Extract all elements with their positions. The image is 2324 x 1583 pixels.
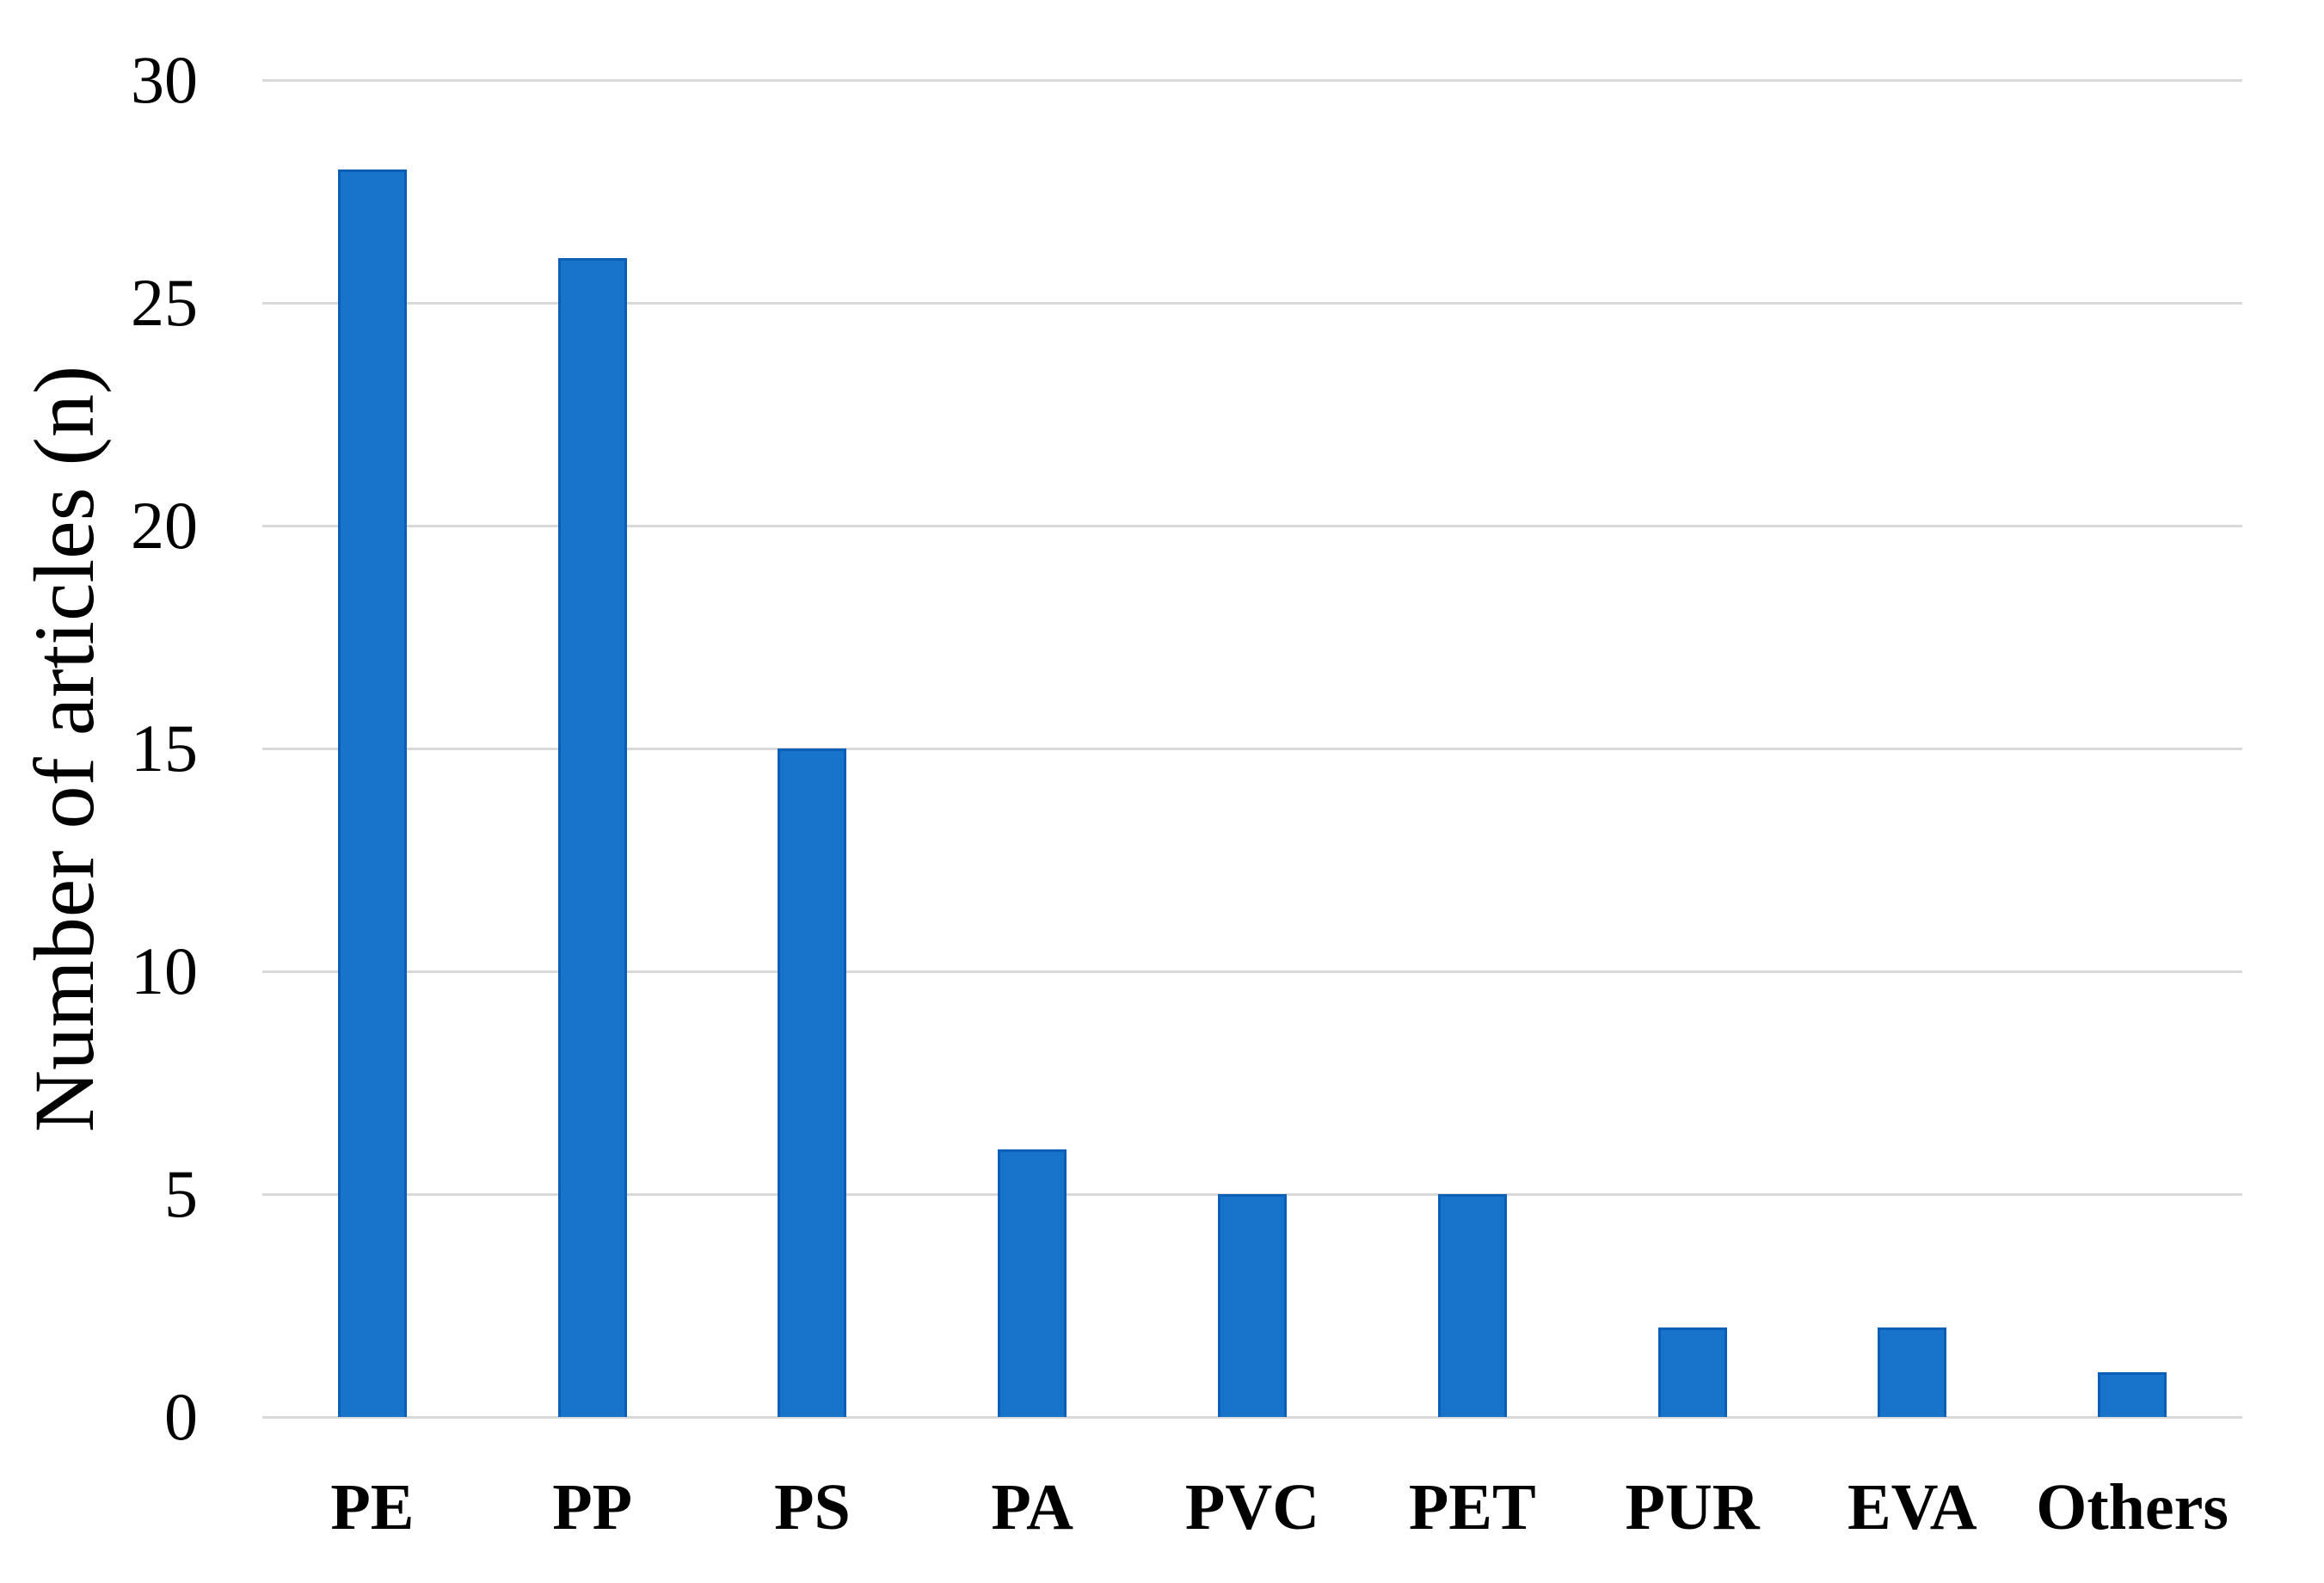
y-tick-label-15: 15 bbox=[131, 711, 198, 785]
bar-others bbox=[2098, 1372, 2167, 1417]
gridline-y-0 bbox=[262, 1415, 2242, 1419]
x-category-label-pet: PET bbox=[1408, 1471, 1536, 1543]
y-tick-label-5: 5 bbox=[164, 1156, 198, 1231]
x-category-label-ps: PS bbox=[774, 1471, 851, 1543]
bar-pe bbox=[337, 169, 407, 1417]
x-category-label-pp: PP bbox=[552, 1471, 633, 1543]
bar-pet bbox=[1437, 1194, 1507, 1417]
plot-area bbox=[262, 78, 2242, 1419]
x-category-label-others: Others bbox=[2036, 1471, 2229, 1543]
bar-pp bbox=[557, 258, 627, 1417]
bar-pa bbox=[998, 1149, 1067, 1417]
y-tick-label-25: 25 bbox=[131, 265, 198, 340]
bar-pur bbox=[1657, 1327, 1727, 1417]
y-tick-label-0: 0 bbox=[164, 1379, 198, 1454]
gridline-y-25 bbox=[262, 301, 2242, 305]
gridline-y-15 bbox=[262, 747, 2242, 750]
gridline-y-10 bbox=[262, 970, 2242, 973]
x-category-label-pvc: PVC bbox=[1184, 1471, 1320, 1543]
bar-eva bbox=[1878, 1327, 1947, 1417]
y-tick-label-30: 30 bbox=[131, 42, 198, 117]
x-category-label-pur: PUR bbox=[1625, 1471, 1760, 1543]
gridline-y-30 bbox=[262, 78, 2242, 82]
bar-ps bbox=[778, 748, 847, 1417]
x-category-label-pa: PA bbox=[991, 1471, 1074, 1543]
x-category-label-pe: PE bbox=[330, 1471, 415, 1543]
x-category-label-eva: EVA bbox=[1847, 1471, 1977, 1543]
y-tick-label-20: 20 bbox=[131, 488, 198, 563]
y-tick-label-10: 10 bbox=[131, 933, 198, 1008]
gridline-y-20 bbox=[262, 524, 2242, 527]
bar-pvc bbox=[1218, 1194, 1287, 1417]
